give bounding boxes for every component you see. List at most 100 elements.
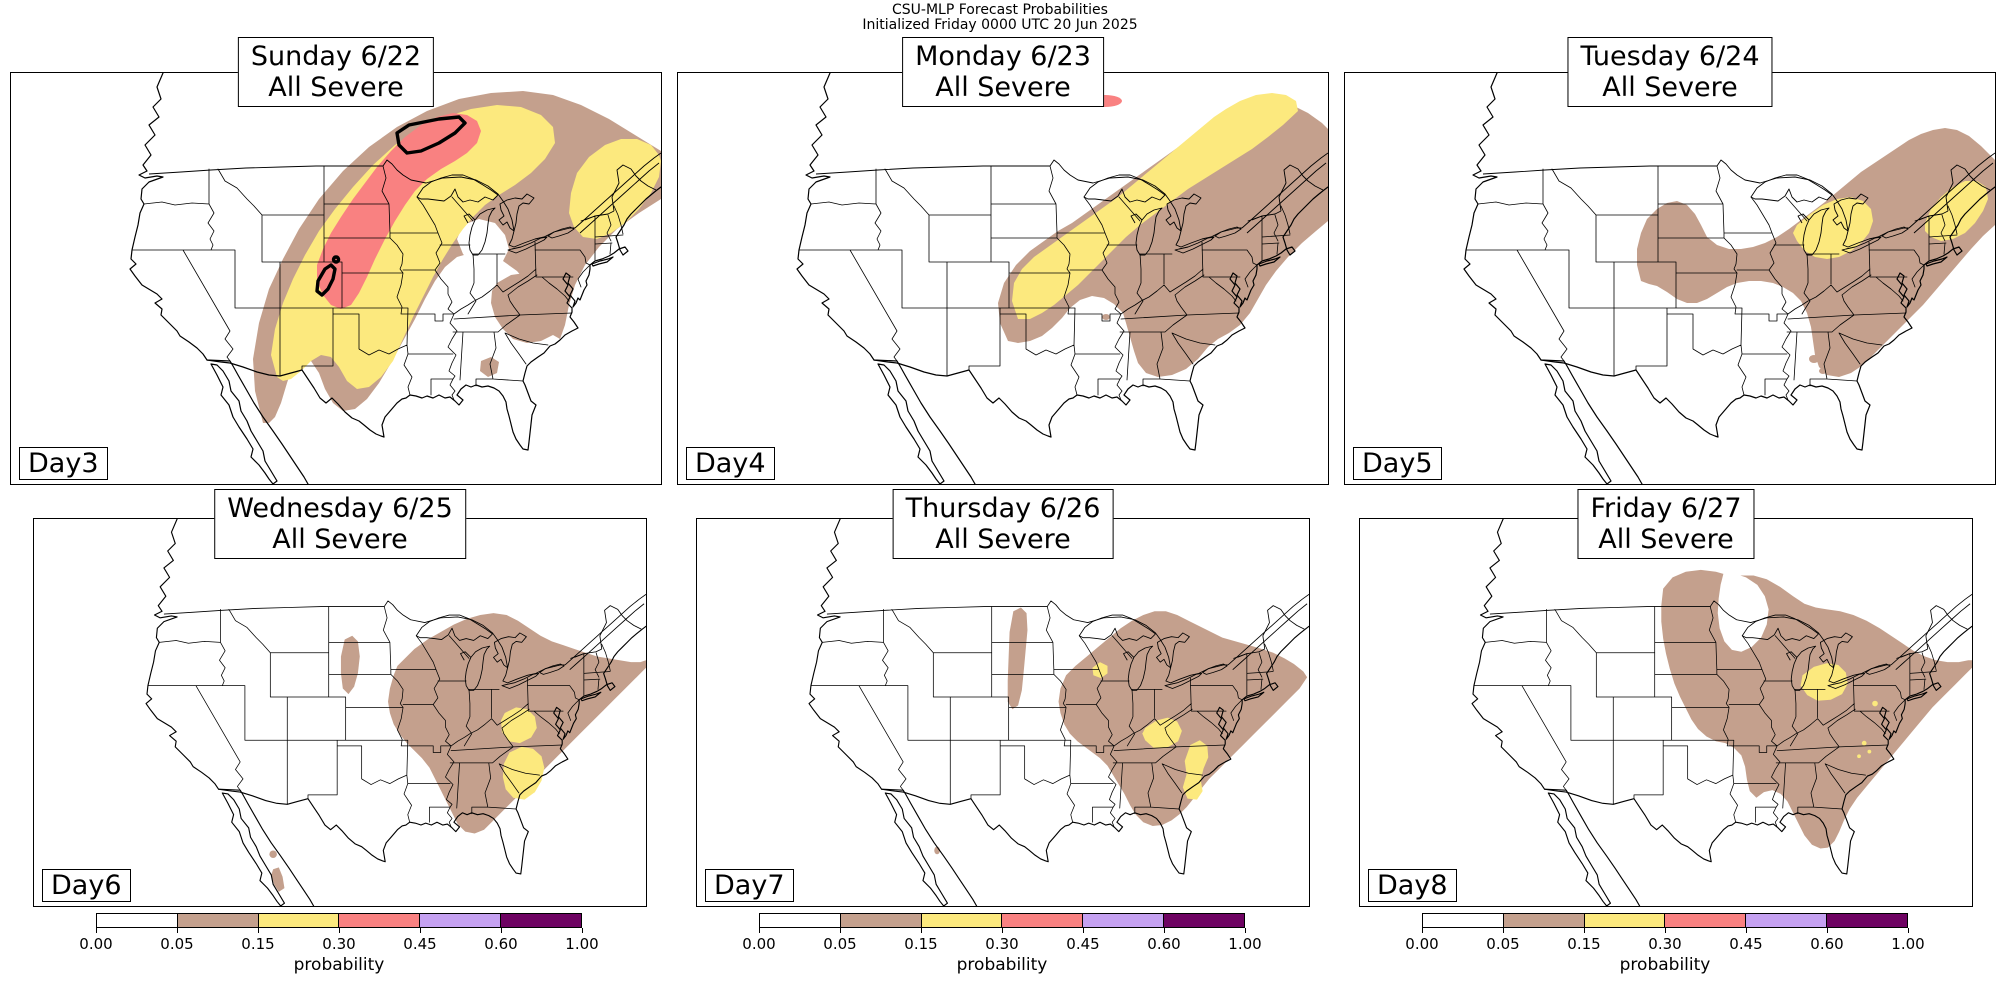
colorbar-tick-mark <box>1164 928 1165 933</box>
forecast-map-day7 <box>808 519 1309 906</box>
panel-title-day7: Thursday 6/26 All Severe <box>892 489 1114 559</box>
probability-region-0.15 <box>1182 740 1209 800</box>
probability-region-0.05 <box>1661 569 1972 849</box>
colorbar-tick-label: 1.00 <box>565 935 599 953</box>
colorbar-tick-mark <box>1002 928 1003 933</box>
probability-colorbar-2: probability 0.00 0.05 0.15 0.30 0.45 0.60 1.00 <box>742 913 1262 983</box>
colorbar-tick-label: 0.30 <box>1648 935 1682 953</box>
probability-region-0.00 <box>1717 573 1769 652</box>
colorbar-tick-mark <box>759 928 760 933</box>
colorbar-tick-label: 0.00 <box>742 935 776 953</box>
colorbar-tick-label: 0.00 <box>1405 935 1439 953</box>
colorbar-tick-label: 0.05 <box>1486 935 1520 953</box>
day-label-day4: Day4 <box>686 447 775 480</box>
colorbar-gradient <box>759 913 1245 928</box>
colorbar-tick-mark <box>420 928 421 933</box>
probability-region-0.15 <box>569 139 661 239</box>
probability-region-0.15 <box>1857 754 1861 759</box>
colorbar-tick-mark <box>921 928 922 933</box>
probability-region-0.15 <box>501 707 537 744</box>
colorbar-tick-label: 0.30 <box>322 935 356 953</box>
map-panel-day6: Wednesday 6/25 All Severe Day6 <box>33 489 647 907</box>
colorbar-tick-mark <box>1245 928 1246 933</box>
probability-region-0.15 <box>1793 197 1873 259</box>
colorbar-axis-label: probability <box>1619 955 1711 975</box>
map-panel-day3: Sunday 6/22 All Severe Day3 <box>10 37 662 485</box>
probability-region-0.05 <box>340 635 360 695</box>
colorbar-tick-mark <box>1746 928 1747 933</box>
forecast-contour <box>315 263 337 297</box>
map-panel-day7: Thursday 6/26 All Severe Day7 <box>696 489 1310 907</box>
day-label-day7: Day7 <box>705 869 794 902</box>
panel-title-date: Wednesday 6/25 <box>227 493 453 524</box>
colorbar-tick-mark <box>1503 928 1504 933</box>
colorbar-tick-mark <box>1908 928 1909 933</box>
colorbar-tick-label: 0.45 <box>403 935 437 953</box>
panel-title-hazard: All Severe <box>1602 72 1738 103</box>
colorbar-tick-mark <box>339 928 340 933</box>
colorbar-tick-label: 0.60 <box>484 935 518 953</box>
probability-colorbar-1: probability 0.00 0.05 0.15 0.30 0.45 0.60 1.00 <box>79 913 599 983</box>
panel-title-date: Monday 6/23 <box>915 41 1091 72</box>
probability-region-0.30 <box>317 113 481 309</box>
colorbar-tick-mark <box>1665 928 1666 933</box>
panel-title-day4: Monday 6/23 All Severe <box>902 37 1104 107</box>
colorbar-tick-label: 0.05 <box>823 935 857 953</box>
colorbar-tick-mark <box>1083 928 1084 933</box>
probability-region-0.05 <box>480 357 499 377</box>
colorbar-tick-mark <box>258 928 259 933</box>
probability-regions <box>1637 128 1995 377</box>
probability-regions <box>253 91 661 423</box>
probability-region-0.05 <box>491 273 563 343</box>
panel-title-hazard: All Severe <box>935 524 1071 555</box>
colorbar-tick-label: 0.30 <box>985 935 1019 953</box>
probability-region-0.15 <box>1867 749 1872 754</box>
colorbar-tick-label: 0.15 <box>1567 935 1601 953</box>
forecast-map-day3 <box>129 73 661 484</box>
day-label-day3: Day3 <box>19 447 108 480</box>
colorbar-segment <box>1082 914 1164 927</box>
colorbar-segment <box>1502 914 1584 927</box>
map-panel-day4: Monday 6/23 All Severe Day4 <box>677 37 1329 485</box>
colorbar-segment <box>1583 914 1665 927</box>
colorbar-tick-mark <box>840 928 841 933</box>
colorbar-segment <box>1423 914 1503 927</box>
probability-region-0.05 <box>271 867 285 892</box>
colorbar-axis-label: probability <box>293 955 385 975</box>
colorbar-segment <box>1745 914 1827 927</box>
forecast-map-day8 <box>1471 519 1972 906</box>
colorbar-tick-label: 0.60 <box>1147 935 1181 953</box>
colorbar-tick-mark <box>177 928 178 933</box>
colorbar-tick-label: 0.15 <box>241 935 275 953</box>
colorbar-tick-label: 0.60 <box>1810 935 1844 953</box>
colorbar-segment <box>1163 914 1244 927</box>
panel-title-day5: Tuesday 6/24 All Severe <box>1567 37 1773 107</box>
probability-regions <box>934 607 1308 855</box>
map-panel-day8: Friday 6/27 All Severe Day8 <box>1359 489 1973 907</box>
day-label-day6: Day6 <box>42 869 131 902</box>
map-panel-day5: Tuesday 6/24 All Severe Day5 <box>1344 37 1996 485</box>
colorbar-axis-label: probability <box>956 955 1048 975</box>
probability-region-0.15 <box>502 746 545 800</box>
colorbar-tick-mark <box>582 928 583 933</box>
probability-region-0.05 <box>269 850 277 858</box>
colorbar-gradient <box>1422 913 1908 928</box>
panel-title-date: Sunday 6/22 <box>250 41 422 72</box>
colorbar-tick-mark <box>501 928 502 933</box>
colorbar-tick-label: 0.15 <box>904 935 938 953</box>
colorbar-segment <box>1664 914 1746 927</box>
colorbar-segment <box>500 914 581 927</box>
figure-subtitle: Initialized Friday 0000 UTC 20 Jun 2025 <box>862 17 1138 33</box>
panel-title-hazard: All Severe <box>1598 524 1734 555</box>
probability-region-0.15 <box>1800 663 1848 701</box>
forecast-map-day4 <box>796 73 1328 484</box>
panel-title-day8: Friday 6/27 All Severe <box>1577 489 1755 559</box>
colorbar-segment <box>419 914 501 927</box>
day-label-day8: Day8 <box>1368 869 1457 902</box>
panel-title-hazard: All Severe <box>272 524 408 555</box>
colorbar-tick-mark <box>1584 928 1585 933</box>
panel-title-date: Tuesday 6/24 <box>1580 41 1760 72</box>
colorbar-gradient <box>96 913 582 928</box>
probability-region-0.05 <box>1102 314 1110 320</box>
